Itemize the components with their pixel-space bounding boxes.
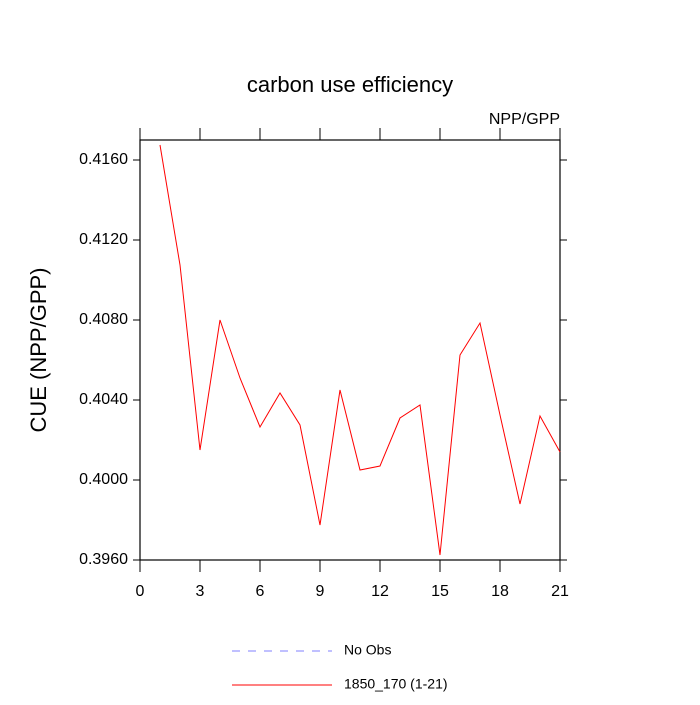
x-tick-label: 6 bbox=[256, 583, 265, 600]
legend-label: 1850_170 (1-21) bbox=[344, 676, 448, 692]
y-axis-label: CUE (NPP/GPP) bbox=[26, 267, 51, 432]
x-tick-label: 18 bbox=[491, 583, 509, 600]
y-tick-label: 0.4000 bbox=[79, 471, 128, 488]
y-tick-label: 0.4160 bbox=[79, 151, 128, 168]
legend-label: No Obs bbox=[344, 642, 391, 658]
x-tick-label: 12 bbox=[371, 583, 389, 600]
y-tick-label: 0.4120 bbox=[79, 231, 128, 248]
chart-title: carbon use efficiency bbox=[247, 72, 453, 97]
x-tick-label: 15 bbox=[431, 583, 449, 600]
subtitle: NPP/GPP bbox=[489, 111, 560, 128]
data-line bbox=[159, 144, 561, 556]
x-tick-label: 3 bbox=[196, 583, 205, 600]
y-tick-label: 0.4040 bbox=[79, 391, 128, 408]
y-tick-label: 0.4080 bbox=[79, 311, 128, 328]
plot-frame bbox=[139, 139, 561, 561]
y-tick-label: 0.3960 bbox=[79, 551, 128, 568]
x-tick-label: 21 bbox=[551, 583, 569, 600]
x-tick-label: 9 bbox=[316, 583, 325, 600]
x-tick-label: 0 bbox=[136, 583, 145, 600]
